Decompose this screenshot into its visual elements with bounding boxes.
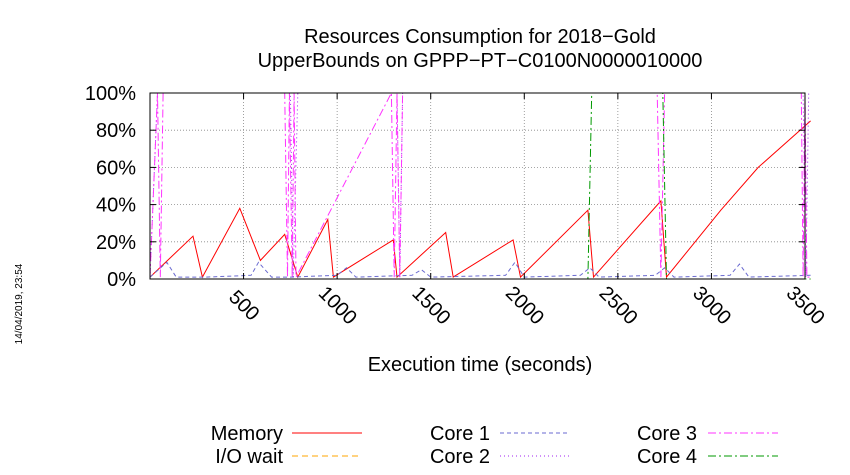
legend-label-core-4: Core 4 <box>637 446 697 468</box>
x-tick-label: 3000 <box>688 282 735 329</box>
x-tick-label: 1000 <box>314 282 361 329</box>
series-line-core-1 <box>149 261 811 278</box>
y-tick-label: 20% <box>96 232 136 254</box>
legend-label-core-2: Core 2 <box>430 446 490 468</box>
timestamp-label: 14/04/2019, 23:54 <box>14 263 25 344</box>
y-tick-label: 80% <box>96 120 136 142</box>
grid <box>150 92 806 279</box>
chart-title-line-2: UpperBounds on GPPP−PT−C0100N0000010000 <box>258 50 703 72</box>
axes <box>149 92 806 280</box>
legend-label-i-o-wait: I/O wait <box>215 446 283 468</box>
x-tick-label: 2000 <box>501 282 548 329</box>
chart-title-line-1: Resources Consumption for 2018−Gold <box>304 26 656 48</box>
chart-title: Resources Consumption for 2018−Gold Uppe… <box>258 26 703 72</box>
plot-frame <box>149 92 806 280</box>
legend-label-memory: Memory <box>211 423 283 445</box>
legend-label-core-1: Core 1 <box>430 423 490 445</box>
x-tick-label: 2500 <box>595 282 642 329</box>
x-tick-label: 500 <box>224 286 263 325</box>
x-tick-label: 3500 <box>782 282 829 329</box>
y-tick-label: 100% <box>85 83 136 105</box>
y-tick-label: 0% <box>107 269 136 291</box>
x-axis-label: Execution time (seconds) <box>368 354 593 376</box>
x-tick-label: 1500 <box>407 282 454 329</box>
legend-label-core-3: Core 3 <box>637 423 697 445</box>
series-line-core-3 <box>149 92 811 278</box>
y-tick-label: 60% <box>96 157 136 179</box>
tick-labels: 500 1000 1500 2000 2500 3000 3500 0% 20% 40% 60% 80… <box>85 83 829 329</box>
y-tick-label: 40% <box>96 195 136 217</box>
series-line-memory <box>149 120 811 279</box>
